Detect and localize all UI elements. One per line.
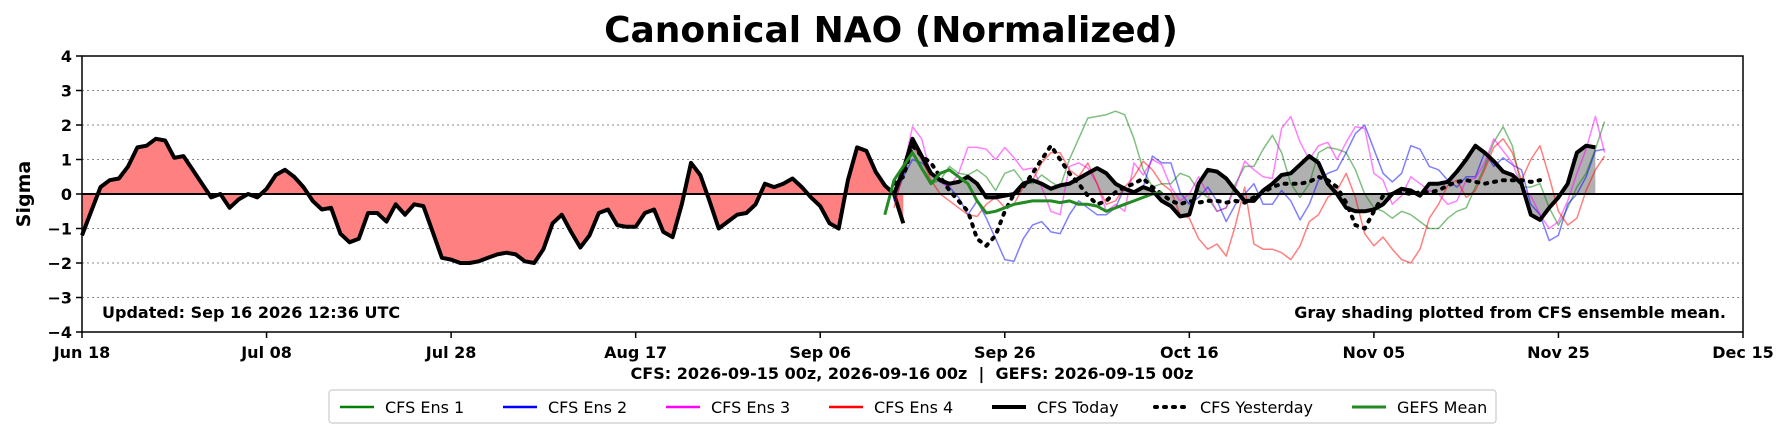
cfs-mean-shading [894, 138, 1596, 220]
legend-label-cfs-yesterday: CFS Yesterday [1200, 398, 1313, 417]
area-fills [82, 138, 1596, 263]
x-axis-label: CFS: 2026-09-15 00z, 2026-09-16 00z | GE… [631, 364, 1194, 384]
chart-title: Canonical NAO (Normalized) [604, 10, 1178, 51]
y-tick-label: −4 [47, 323, 72, 342]
x-tick-label: Jul 08 [240, 343, 292, 362]
gefs-mean-line [883, 151, 1162, 216]
legend-label-cfs-ens-1: CFS Ens 1 [385, 398, 464, 417]
series-lines [80, 110, 1606, 265]
legend-frame [328, 389, 1497, 424]
y-tick-label: 4 [61, 47, 72, 66]
y-tick-label: 2 [61, 116, 72, 135]
y-tick-label: −3 [47, 289, 72, 308]
y-tick-label: −2 [47, 254, 72, 273]
legend-label-gefs-mean: GEFS Mean [1397, 398, 1487, 417]
observed-shading [82, 138, 904, 263]
legend-label-cfs-ens-4: CFS Ens 4 [874, 398, 953, 417]
cfs-ens-3-line [893, 115, 1606, 230]
legend-label-cfs-ens-2: CFS Ens 2 [548, 398, 627, 417]
x-tick-label: Aug 17 [604, 343, 667, 362]
y-axis-ticks: 4 3 2 1 0 −1 −2 −3 −4 [47, 47, 82, 342]
y-tick-label: 0 [61, 185, 72, 204]
y-tick-label: 3 [61, 82, 72, 101]
x-tick-label: Nov 05 [1343, 343, 1406, 362]
x-tick-label: Oct 16 [1160, 343, 1219, 362]
y-axis-label: Sigma [13, 161, 35, 227]
x-tick-label: Sep 06 [789, 343, 851, 362]
x-tick-label: Jun 18 [53, 343, 111, 362]
y-tick-label: 1 [61, 151, 72, 170]
y-tick-label: −1 [47, 220, 72, 239]
x-tick-label: Dec 15 [1712, 343, 1773, 362]
x-axis-ticks: Jun 18 Jul 08 Jul 28 Aug 17 Sep 06 Sep 26 Oct … [53, 332, 1774, 362]
legend-label-cfs-ens-3: CFS Ens 3 [711, 398, 790, 417]
legend-label-cfs-today: CFS Today [1037, 398, 1119, 417]
updated-annotation: Updated: Sep 16 2026 12:36 UTC [102, 303, 400, 322]
x-tick-label: Jul 28 [425, 343, 477, 362]
shading-annotation: Gray shading plotted from CFS ensemble m… [1294, 303, 1726, 322]
legend: CFS Ens 1 CFS Ens 2 CFS Ens 3 CFS Ens 4 CFS … [328, 389, 1497, 424]
legend-items: CFS Ens 1 CFS Ens 2 CFS Ens 3 CFS Ens 4 CFS … [340, 398, 1487, 417]
x-tick-label: Sep 26 [974, 343, 1036, 362]
cfs-yesterday-line [892, 143, 1542, 248]
x-tick-label: Nov 25 [1527, 343, 1590, 362]
